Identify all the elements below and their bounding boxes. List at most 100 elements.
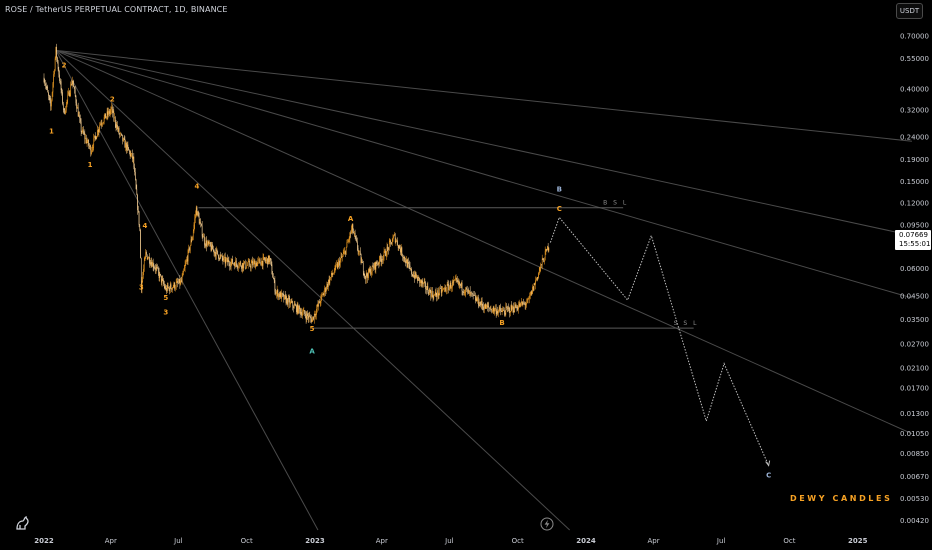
currency-button[interactable]: USDT <box>896 3 923 19</box>
candle-body <box>47 88 49 93</box>
candle-body <box>78 115 80 117</box>
lightning-bolt-icon[interactable] <box>540 516 554 535</box>
candle-body <box>49 97 51 101</box>
candle-body <box>99 125 100 130</box>
candle-body <box>235 260 236 268</box>
fan-line-2 <box>55 49 913 299</box>
candle-body <box>456 278 458 281</box>
candle-body <box>396 240 397 242</box>
candle-body <box>507 307 509 309</box>
candle-body <box>149 263 151 265</box>
candle-body <box>150 262 152 265</box>
candle-body <box>115 124 117 128</box>
wave-label: B <box>499 319 504 327</box>
candle-body <box>173 282 175 287</box>
candle-body <box>219 255 221 260</box>
candle-body <box>247 261 249 266</box>
candle-body <box>329 278 331 284</box>
candle-body <box>455 278 456 280</box>
candle-body <box>253 261 255 262</box>
fan-lines <box>55 49 913 531</box>
candle-body <box>547 246 549 251</box>
candle-body <box>498 310 499 314</box>
candle-body <box>259 259 260 260</box>
candle-body <box>250 263 252 268</box>
candle-body <box>241 263 243 269</box>
candle-body <box>459 283 461 285</box>
candle-body <box>318 301 320 306</box>
candle-body <box>242 263 244 269</box>
price-tick-label: 0.24000 <box>900 134 929 142</box>
candle-body <box>181 276 183 282</box>
candle-body <box>403 256 405 259</box>
candle-body <box>493 307 495 312</box>
candle-body <box>70 83 72 94</box>
candle-body <box>246 265 247 268</box>
candle-body <box>66 100 68 103</box>
candle-body <box>283 294 285 300</box>
price-tick-label: 0.15000 <box>900 178 929 186</box>
candle-body <box>203 236 204 238</box>
time-tick-label: 2024 <box>576 537 596 545</box>
price-tick-label: 0.55000 <box>900 55 929 63</box>
candle-body <box>458 280 460 285</box>
candle-body <box>177 281 178 283</box>
time-tick-label: 2023 <box>305 537 325 545</box>
candle-body <box>368 269 369 279</box>
candle-body <box>102 123 103 124</box>
candle-body <box>375 261 377 270</box>
candle-body <box>192 231 194 238</box>
candle-body <box>54 58 56 71</box>
price-tick-label: 0.01300 <box>900 410 929 418</box>
candle-body <box>261 260 262 266</box>
candle-body <box>57 61 59 70</box>
candle-body <box>207 243 208 247</box>
candle-body <box>481 300 483 306</box>
candle-body <box>359 251 360 252</box>
candle-body <box>457 280 459 283</box>
time-tick-label: Oct <box>241 537 253 545</box>
candle-body <box>109 110 110 114</box>
candle-body <box>60 81 61 82</box>
candle-body <box>373 266 374 269</box>
candle-body <box>212 244 213 250</box>
candle-body <box>86 137 87 144</box>
candle-body <box>103 117 105 123</box>
candle-body <box>538 273 539 278</box>
price-tick-label: 0.04500 <box>900 292 929 300</box>
time-axis[interactable]: 2022 Apr Jul Oct 2023 Apr Jul Oct 2024 Apr Jul Oct 2… <box>34 537 867 545</box>
candle-body <box>477 297 478 302</box>
candle-body <box>495 308 496 310</box>
candle-body <box>359 251 361 255</box>
fan-line-1 <box>55 49 913 237</box>
price-axis[interactable]: 0.70000 0.55000 0.40000 0.32000 0.24000 0.190… <box>900 32 929 525</box>
wave-label: C <box>766 472 771 480</box>
candle-body <box>429 289 431 292</box>
candle-body <box>400 248 401 253</box>
candle-body <box>112 110 114 113</box>
tradingview-logo-icon[interactable] <box>14 514 32 536</box>
candle-body <box>316 308 317 315</box>
candle-body <box>155 268 156 270</box>
candle-body <box>238 263 240 267</box>
candle-body <box>345 246 347 255</box>
candle-body <box>83 129 84 134</box>
candle-body <box>515 304 516 308</box>
candle-body <box>195 207 197 215</box>
candle-body <box>512 306 513 310</box>
candle-body <box>435 291 437 296</box>
candle-body <box>367 275 369 279</box>
wave-label: A <box>309 347 315 355</box>
candle-body <box>432 290 433 296</box>
candle-body <box>224 257 225 258</box>
candle-body <box>406 259 407 264</box>
candle-body <box>302 311 304 314</box>
candle-body <box>261 260 263 266</box>
candle-body <box>270 260 272 265</box>
candle-body <box>182 272 184 277</box>
candle-body <box>140 229 141 259</box>
candle-body <box>394 234 396 243</box>
candle-body <box>63 103 64 109</box>
candle-body <box>540 264 542 268</box>
